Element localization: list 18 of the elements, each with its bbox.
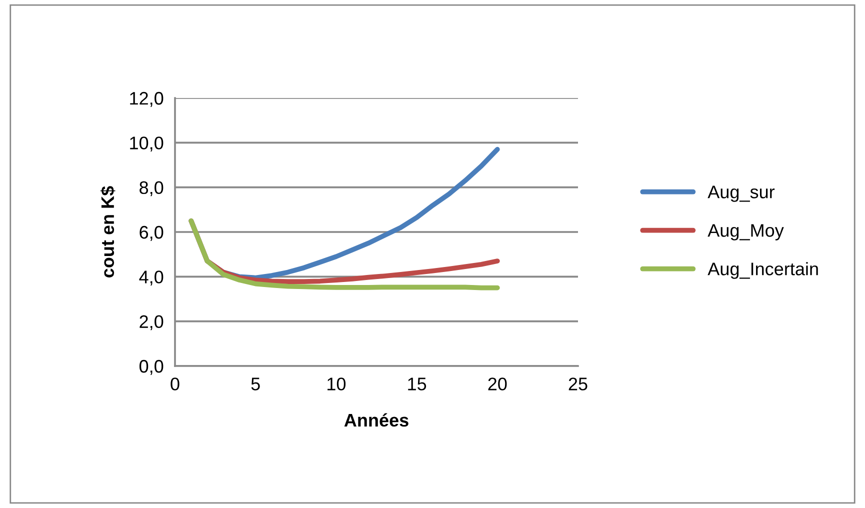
legend-label: Aug_Moy [708,224,784,240]
y-tick-label: 6,0 [140,226,164,241]
x-tick-label: 20 [488,378,507,390]
x-tick-label: 25 [568,378,588,390]
y-tick-label: 8,0 [140,181,164,196]
x-tick-label: 10 [328,378,346,390]
y-tick-label: 4,0 [139,270,164,286]
y-tick-label: 10,0 [130,136,164,152]
y-tick-label: 2,0 [140,315,164,330]
x-tick-label: 15 [408,378,426,390]
y-tick-label: 12,0 [130,92,164,107]
x-axis-title: Années [344,413,408,427]
x-tick-label: 0 [170,378,180,390]
y-axis-title: cout en K$ [100,186,116,278]
legend-label: Aug_Incertain [708,262,818,279]
y-tick-label: 0,0 [139,360,164,375]
x-tick-label: 5 [251,378,260,390]
legend-label: Aug_sur [708,186,775,202]
